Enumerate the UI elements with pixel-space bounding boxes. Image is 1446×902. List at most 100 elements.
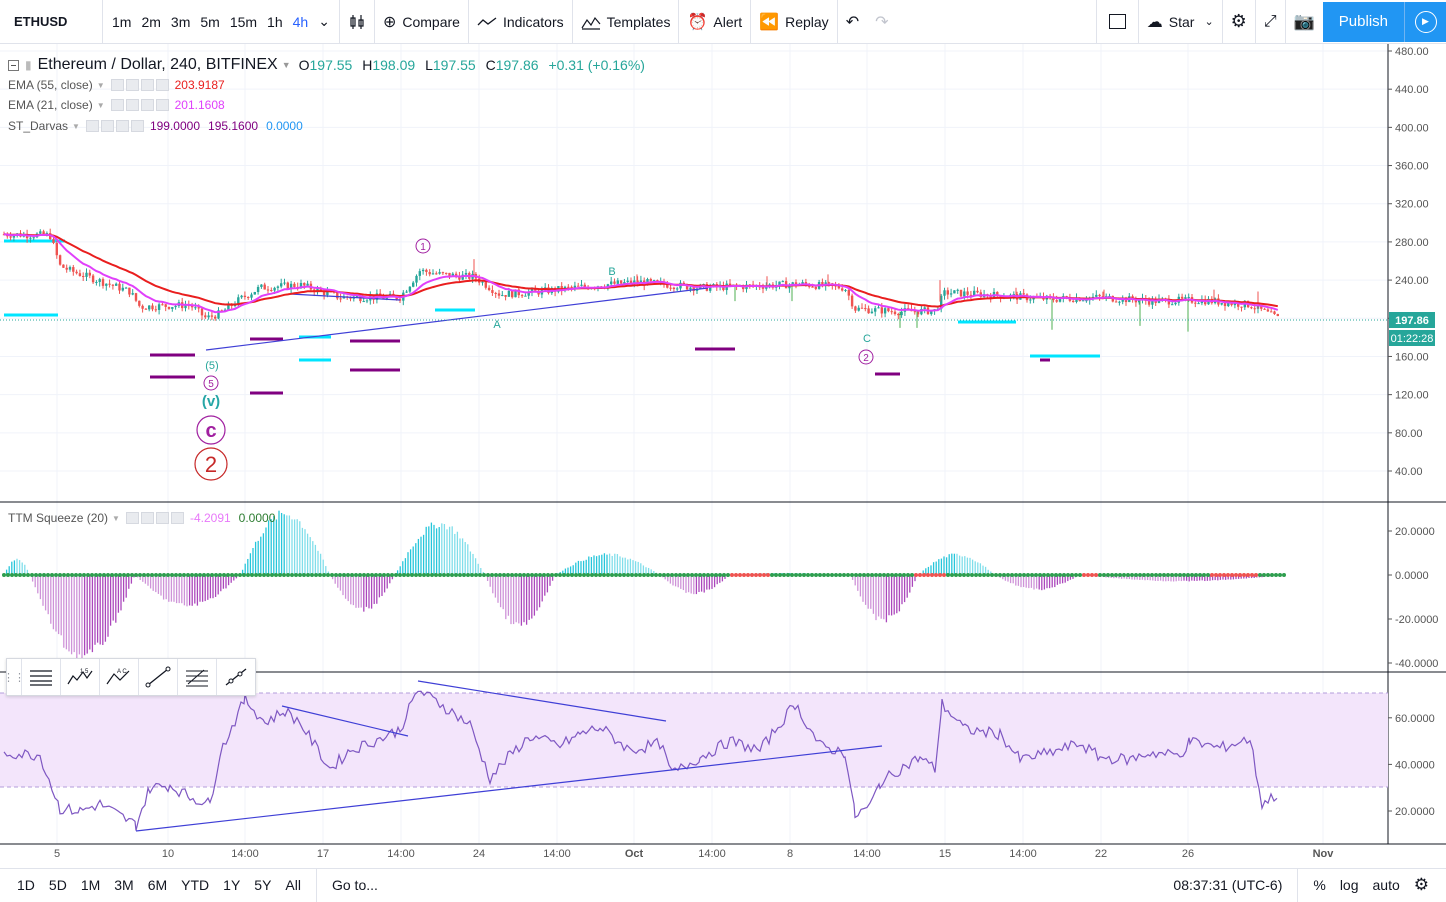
candle-body [289,283,293,289]
range-5d[interactable]: 5D [48,877,67,893]
interval-1h[interactable]: 1h [267,13,283,30]
plus-icon[interactable] [115,120,129,132]
range-5y[interactable]: 5Y [254,877,272,893]
fib-retracement-tool[interactable] [177,659,216,695]
eye-icon[interactable] [110,79,124,91]
plus-icon[interactable] [140,99,154,111]
rsi-trendline[interactable] [281,705,409,737]
interval-15m[interactable]: 15m [229,13,258,30]
ema-21-line[interactable] [3,233,1279,314]
indicator-legend-darvas[interactable]: ST_Darvas ▼ 199.0000 195.1600 0.0000 [8,119,303,133]
interval-3m[interactable]: 3m [170,13,191,30]
plus-icon[interactable] [140,79,154,91]
settings-button[interactable]: ⚙ [1223,0,1255,44]
indicator-legend-squeeze[interactable]: TTM Squeeze (20) ▼ -4.2091 0.0000 [8,511,275,525]
indicator-legend-ema55[interactable]: EMA (55, close) ▼ 203.9187 [8,78,225,92]
symbol-search[interactable]: ETHUSD [14,14,68,29]
compare-button[interactable]: ⊕ Compare [375,0,468,44]
drag-handle-icon[interactable]: ⋮⋮ [3,671,25,684]
publish-play-button[interactable]: ▶ [1404,1,1446,42]
log-toggle[interactable]: log [1339,877,1359,893]
snapshot-button[interactable]: 📷 [1286,0,1323,44]
chevron-down-icon[interactable]: ▼ [281,60,291,70]
templates-button[interactable]: Templates [573,0,679,44]
collapse-icon[interactable] [8,59,19,71]
range-6m[interactable]: 6M [147,877,168,893]
chevron-down-icon[interactable]: ▼ [96,80,105,90]
trendline-tool[interactable] [138,659,177,695]
rsi-trendline[interactable] [135,745,883,832]
interval-1m[interactable]: 1m [112,13,132,30]
indicator-controls[interactable] [85,120,144,132]
gear-icon[interactable] [125,79,139,91]
range-3m[interactable]: 3M [114,877,134,893]
interval-2m[interactable]: 2m [141,13,161,30]
interval-5m[interactable]: 5m [200,13,220,30]
gear-icon[interactable]: ⚙ [1413,875,1429,894]
alert-button[interactable]: ⏰ Alert [679,0,750,44]
indicator-name: EMA (21, close) [8,98,93,112]
eye-icon[interactable] [85,120,99,132]
wave-circle[interactable] [203,375,219,391]
chevron-down-icon[interactable]: ▼ [96,100,105,110]
braces-icon[interactable] [155,512,169,524]
wave-circle[interactable] [196,415,226,445]
wave-circle[interactable] [858,349,874,365]
percent-toggle[interactable]: % [1313,877,1326,893]
rsi-trendline[interactable] [417,680,667,722]
elliott-impulse-tool[interactable]: 1 5 [60,659,99,695]
trendline[interactable] [205,287,709,351]
auto-toggle[interactable]: auto [1372,877,1400,893]
chart-canvas[interactable]: 1 B A C 2 (5) 5 (v) c 2 480.00 440.00 400.… [0,44,1446,868]
range-1m[interactable]: 1M [80,877,101,893]
trendline[interactable] [289,293,401,301]
range-all[interactable]: All [285,877,301,893]
range-1y[interactable]: 1Y [223,877,241,893]
indicator-controls[interactable] [125,512,184,524]
redo-button[interactable]: ↷ [867,0,896,44]
eye-icon[interactable] [125,512,139,524]
chart-type-button[interactable] [340,0,374,44]
indicator-controls[interactable] [110,79,169,91]
squeeze-dot [234,573,238,577]
fullscreen-toggle-button[interactable] [1097,0,1138,44]
range-1d[interactable]: 1D [17,877,35,893]
horizontal-lines-tool[interactable] [21,659,60,695]
rsi-line[interactable] [3,690,1278,831]
candle-body [867,308,870,314]
elliott-correction-tool[interactable]: A C [99,659,138,695]
chart-area[interactable]: 1 B A C 2 (5) 5 (v) c 2 480.00 440.00 400.… [0,44,1446,868]
publish-button[interactable]: Publish [1322,1,1404,42]
replay-button[interactable]: ⏪ Replay [751,0,837,44]
trendline-icon [145,666,171,688]
chevron-down-icon[interactable]: ▼ [72,121,80,131]
flag-icon[interactable]: ▮ [25,58,32,72]
star-button[interactable]: ☁ Star ⌄ [1139,0,1222,44]
gear-icon[interactable] [125,99,139,111]
interval-4h[interactable]: 4h [292,13,309,30]
candle-body [672,287,676,290]
close-icon[interactable] [155,99,169,111]
undo-button[interactable]: ↶ [838,0,867,44]
eye-icon[interactable] [110,99,124,111]
goto-button[interactable]: Go to... [331,877,378,893]
candle-body [524,295,527,297]
gear-icon[interactable] [140,512,154,524]
chevron-down-icon[interactable]: ▼ [112,513,120,523]
close-icon[interactable] [130,120,144,132]
clock-timezone[interactable]: 08:37:31 (UTC-6) [1173,877,1283,893]
ray-tool[interactable] [216,659,255,695]
star-label: Star [1168,13,1195,30]
indicator-controls[interactable] [110,99,169,111]
expand-button[interactable]: ⤢ [1256,0,1285,44]
gear-icon[interactable] [100,120,114,132]
wave-circle[interactable] [415,238,431,254]
interval-dropdown-chevron-icon[interactable]: ⌄ [318,13,330,29]
indicators-button[interactable]: Indicators [469,0,572,44]
close-icon[interactable] [170,512,184,524]
candle-body [966,291,969,295]
range-ytd[interactable]: YTD [181,877,210,893]
wave-circle[interactable] [194,447,228,481]
indicator-legend-ema21[interactable]: EMA (21, close) ▼ 201.1608 [8,98,225,112]
close-icon[interactable] [155,79,169,91]
